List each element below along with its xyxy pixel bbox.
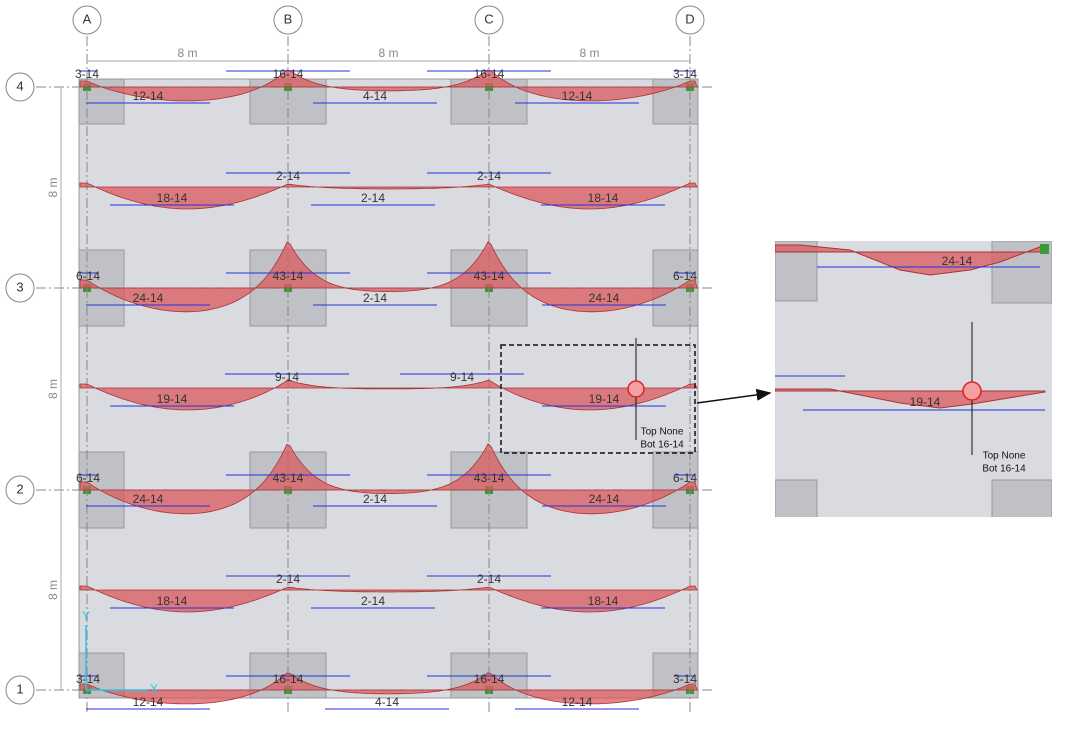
dimension-label: 8 m: [46, 379, 60, 399]
dimension-label: 8 m: [177, 46, 197, 60]
rebar-label: 6-14: [76, 269, 100, 283]
rebar-label: 9-14: [450, 370, 474, 384]
grid-label: 4: [16, 78, 23, 93]
rebar-label: 19-14: [157, 392, 188, 406]
callout-point: [627, 380, 645, 398]
inset-callout-top: Top None: [983, 451, 1026, 462]
grid-bubble: [273, 5, 303, 35]
moment-diagram: [79, 241, 698, 313]
rebar-label: 4-14: [363, 89, 387, 103]
rebar-label: 18-14: [157, 594, 188, 608]
zoom-box: [500, 344, 696, 454]
rebar-label: 43-14: [474, 471, 505, 485]
dimension-label: 8 m: [46, 580, 60, 600]
grid-bubble: [675, 5, 705, 35]
dimension-label: 8 m: [46, 177, 60, 197]
rebar-label: 16-14: [273, 67, 304, 81]
rebar-label: 43-14: [273, 269, 304, 283]
rebar-label: 12-14: [133, 695, 164, 709]
rebar-label: 18-14: [588, 594, 619, 608]
rebar-label: 12-14: [133, 89, 164, 103]
rebar-label: 2-14: [477, 572, 501, 586]
inset-callout-bottom: Bot 16-14: [982, 464, 1026, 475]
rebar-label: 16-14: [474, 67, 505, 81]
rebar-label: 43-14: [474, 269, 505, 283]
rebar-label: 12-14: [562, 89, 593, 103]
rebar-label: 2-14: [477, 169, 501, 183]
rebar-label: 19-14: [589, 392, 620, 406]
grid-label: 1: [16, 681, 23, 696]
moment-diagram: [79, 585, 698, 613]
callout-bottom: Bot 16-14: [640, 440, 684, 451]
rebar-label: 3-14: [673, 672, 697, 686]
grid-bubble: [5, 273, 35, 303]
rebar-label: 3-14: [75, 67, 99, 81]
rebar-label: 18-14: [157, 191, 188, 205]
rebar-label: 9-14: [275, 370, 299, 384]
rebar-label: 18-14: [588, 191, 619, 205]
grid-bubble: [5, 72, 35, 102]
rebar-label: 24-14: [133, 492, 164, 506]
inset: [775, 241, 1052, 517]
grid-label: A: [83, 11, 92, 26]
moment-diagram: [79, 672, 698, 705]
rebar-label: 16-14: [474, 672, 505, 686]
moment-diagram: [79, 379, 698, 411]
grid-bubble: [5, 675, 35, 705]
rebar-label: 6-14: [673, 471, 697, 485]
rebar-label: 16-14: [273, 672, 304, 686]
rebar-label: 2-14: [363, 291, 387, 305]
labels: A B C D 4 3 2 1 8 m 8 m 8 m 8 m 8 m 8 m 3-14 16-14 16-14…: [16, 11, 697, 709]
callout-top: Top None: [641, 427, 684, 438]
rebar-label: 6-14: [76, 471, 100, 485]
rebar-label: 12-14: [562, 695, 593, 709]
rebar-label: 4-14: [375, 695, 399, 709]
moment-diagrams: [79, 69, 698, 705]
moment-diagram: [79, 69, 698, 102]
grid-label: D: [685, 11, 694, 26]
dimension-label: 8 m: [579, 46, 599, 60]
inset-label: 19-14: [910, 395, 941, 409]
rebar-label: 6-14: [673, 269, 697, 283]
moment-diagram: [79, 443, 698, 515]
rebar-label: 2-14: [363, 492, 387, 506]
rebar-label: 43-14: [273, 471, 304, 485]
rebar-label: 3-14: [673, 67, 697, 81]
x-axis-label: X: [150, 682, 158, 696]
grid-label: B: [284, 11, 293, 26]
rebar-label: 2-14: [276, 169, 300, 183]
y-axis-label: Y: [82, 609, 90, 623]
grid-bubble: [5, 475, 35, 505]
inset-label: 24-14: [942, 254, 973, 268]
rebar-label: 2-14: [361, 191, 385, 205]
rebar-label: 2-14: [276, 572, 300, 586]
grid-bubble: [72, 5, 102, 35]
grid-label: 2: [16, 481, 23, 496]
rebar-label: 24-14: [589, 492, 620, 506]
rebar-label: 24-14: [589, 291, 620, 305]
zoom-arrow: [696, 388, 772, 404]
dimension-label: 8 m: [378, 46, 398, 60]
rebar-label: 3-14: [76, 672, 100, 686]
grid-label: 3: [16, 279, 23, 294]
grid-bubble: [474, 5, 504, 35]
grid-label: C: [484, 11, 493, 26]
rebar-lines: [79, 70, 695, 710]
rebar-label: 24-14: [133, 291, 164, 305]
moment-diagram: [79, 182, 698, 210]
rebar-label: 2-14: [361, 594, 385, 608]
